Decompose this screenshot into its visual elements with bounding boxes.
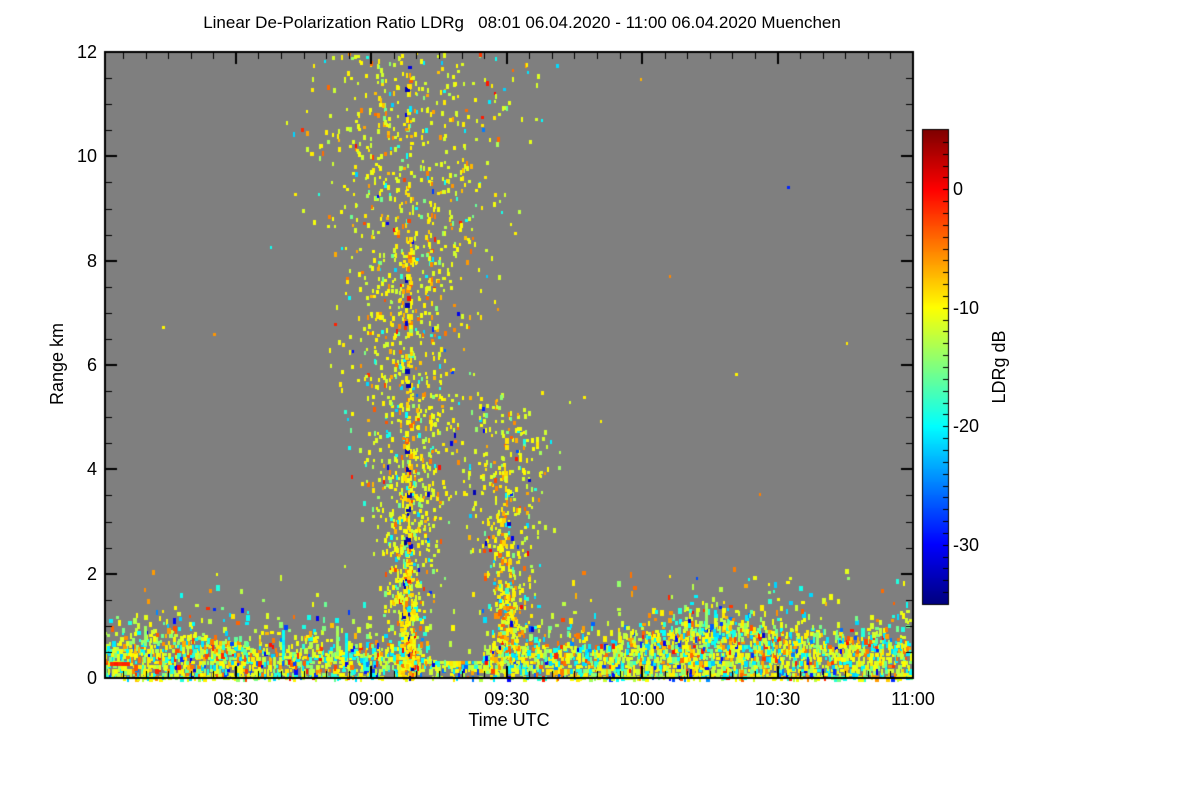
colorbar-label: LDRg dB [988,330,1009,404]
x-tick-label: 11:00 [891,689,935,709]
y-tick-label: 12 [76,42,97,62]
x-tick-label: 09:00 [348,689,394,709]
x-tick-label: 10:30 [755,689,801,709]
x-tick-label: 09:30 [484,689,530,709]
colorbar-tick-label: -20 [953,416,980,437]
colorbar-tick-label: -10 [953,297,980,318]
x-axis-label: Time UTC [468,710,550,730]
y-tick-label: 8 [86,250,97,271]
x-tick-label: 10:00 [619,689,665,709]
y-tick-label: 2 [86,563,97,584]
x-tick-label: 08:30 [213,689,259,709]
colorbar-tick-label: -30 [953,534,980,555]
y-tick-label: 6 [86,355,97,375]
chart-title: Linear De-Polarization Ratio LDRg 08:01 … [203,13,841,32]
y-tick-label: 4 [86,459,97,480]
y-tick-label: 0 [86,668,97,688]
colorbar-tick-label: 0 [953,179,964,200]
y-tick-label: 10 [76,146,97,167]
